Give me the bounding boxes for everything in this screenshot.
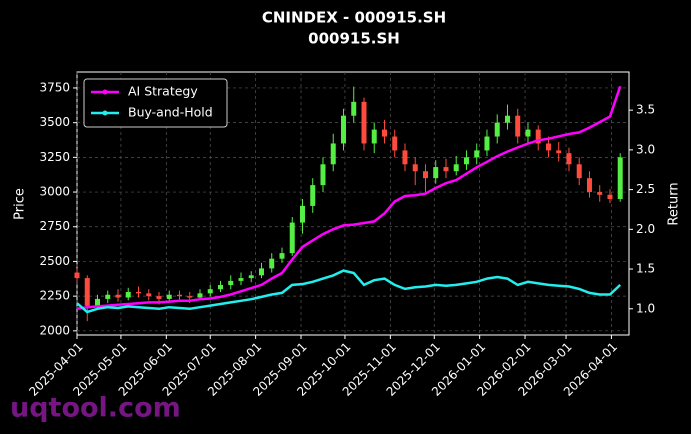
candle-body bbox=[535, 129, 541, 144]
candle-body bbox=[556, 150, 562, 154]
candle-body bbox=[217, 285, 223, 290]
candle-body bbox=[422, 171, 428, 179]
candle-body bbox=[402, 150, 408, 165]
legend-box bbox=[83, 78, 228, 128]
candle-body bbox=[607, 194, 613, 199]
series-line bbox=[76, 269, 622, 314]
candle-body bbox=[238, 278, 244, 281]
candle-body bbox=[115, 294, 121, 298]
chart-title: CNINDEX - 000915.SH bbox=[262, 9, 446, 27]
candle-body bbox=[412, 164, 418, 172]
candle-body bbox=[525, 129, 531, 137]
candle-body bbox=[289, 222, 295, 254]
y2-tick-label: 1.5 bbox=[636, 262, 655, 276]
candle-body bbox=[166, 294, 172, 299]
legend-label: AI Strategy bbox=[128, 84, 198, 99]
candle-body bbox=[84, 278, 90, 306]
legend-marker bbox=[102, 110, 108, 116]
candle-body bbox=[176, 294, 182, 297]
candle-body bbox=[484, 136, 490, 151]
y2-tick-label: 2.0 bbox=[636, 222, 655, 236]
legend-marker bbox=[102, 89, 108, 95]
candle-body bbox=[474, 150, 480, 158]
candle-body bbox=[453, 164, 459, 172]
legend-label: Buy-and-Hold bbox=[128, 105, 213, 120]
y2-tick-label: 3.0 bbox=[636, 142, 655, 156]
candle-body bbox=[515, 115, 521, 137]
y-tick-label: 3500 bbox=[39, 115, 70, 129]
candle-body bbox=[381, 129, 387, 137]
candle-body bbox=[125, 291, 131, 298]
candle-body bbox=[494, 122, 500, 137]
candle-body bbox=[207, 289, 213, 294]
y-tick-label: 2250 bbox=[39, 289, 70, 303]
y-tick-label: 2750 bbox=[39, 219, 70, 233]
y-tick-label: 2500 bbox=[39, 254, 70, 268]
candle-body bbox=[443, 167, 449, 172]
candle-body bbox=[248, 275, 254, 279]
candle-body bbox=[74, 272, 80, 279]
y-tick-label: 3250 bbox=[39, 150, 70, 164]
plot-frame bbox=[76, 71, 630, 336]
candle-body bbox=[228, 280, 234, 286]
candle-body bbox=[269, 258, 275, 269]
candle-body bbox=[94, 298, 100, 306]
candle-body bbox=[330, 143, 336, 165]
candle-body bbox=[371, 129, 377, 144]
chart-subtitle: 000915.SH bbox=[308, 30, 400, 48]
candle-body bbox=[463, 157, 469, 165]
y2-tick-label: 3.5 bbox=[636, 103, 655, 117]
candle-body bbox=[617, 157, 623, 199]
candle-body bbox=[566, 153, 572, 165]
y-tick-label: 3000 bbox=[39, 185, 70, 199]
candle-body bbox=[146, 293, 152, 297]
candle-body bbox=[135, 291, 141, 294]
plot-area bbox=[74, 85, 623, 322]
candle-body bbox=[320, 164, 326, 186]
candle-body bbox=[279, 253, 285, 259]
legend: AI Strategy Buy-and-Hold bbox=[83, 78, 228, 128]
candle-body bbox=[586, 178, 592, 193]
y-tick-label: 3750 bbox=[39, 80, 70, 94]
watermark: uqtool.com bbox=[10, 393, 181, 424]
candle-body bbox=[340, 115, 346, 144]
candle-body bbox=[105, 294, 111, 299]
candle-body bbox=[310, 185, 316, 206]
y-axis-label: Price bbox=[13, 188, 28, 220]
candle-body bbox=[156, 296, 162, 299]
candle-body bbox=[258, 268, 264, 276]
candle-body bbox=[545, 143, 551, 151]
candle-body bbox=[197, 293, 203, 298]
candle-body bbox=[597, 192, 603, 195]
candle-body bbox=[504, 115, 510, 123]
series-line bbox=[76, 85, 622, 311]
candle-body bbox=[299, 205, 305, 223]
y2-tick-label: 2.5 bbox=[636, 182, 655, 196]
candle-body bbox=[576, 164, 582, 179]
candle-body bbox=[361, 101, 367, 144]
candle-body bbox=[351, 101, 357, 116]
y2-tick-label: 1.0 bbox=[636, 301, 655, 315]
y2-axis-label: Return bbox=[667, 182, 682, 225]
candle-body bbox=[187, 296, 193, 298]
candle-body bbox=[392, 136, 398, 151]
y-tick-label: 2000 bbox=[39, 323, 70, 337]
candle-body bbox=[433, 167, 439, 179]
